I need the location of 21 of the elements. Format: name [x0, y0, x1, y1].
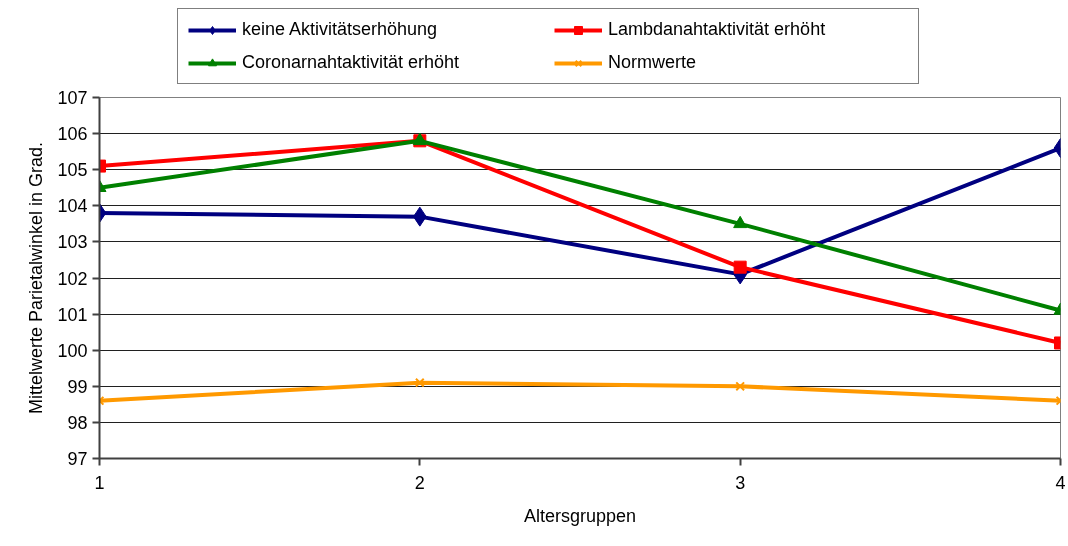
x-tick-label: 3	[735, 472, 746, 493]
y-tick-label: 106	[57, 124, 88, 145]
y-tick-label: 105	[57, 160, 88, 181]
y-tick-label: 104	[57, 196, 88, 217]
y-tick-label: 97	[67, 449, 88, 469]
legend-label: Coronarnahtaktivität erhöht	[242, 52, 461, 73]
y-tick-label: 102	[57, 268, 88, 289]
legend-label: Normwerte	[608, 52, 697, 73]
legend-label: Lambdanahtaktivität erhöht	[608, 19, 827, 40]
y-tick-label: 107	[57, 88, 88, 108]
x-tick-label: 1	[94, 472, 105, 493]
x-tick-label: 2	[414, 472, 425, 493]
y-tick-label: 101	[57, 304, 88, 325]
y-tick-label: 99	[67, 376, 88, 397]
x-axis-title: Altersgruppen	[523, 505, 637, 526]
legend-label: keine Aktivitätserhöhung	[242, 19, 439, 40]
y-tick-label: 98	[67, 412, 88, 433]
y-tick-label: 100	[57, 340, 88, 361]
y-tick-label: 103	[57, 232, 88, 253]
y-axis-title: Mittelwerte Parietalwinkel in Grad.	[26, 141, 47, 415]
x-tick-label: 4	[1055, 472, 1066, 493]
